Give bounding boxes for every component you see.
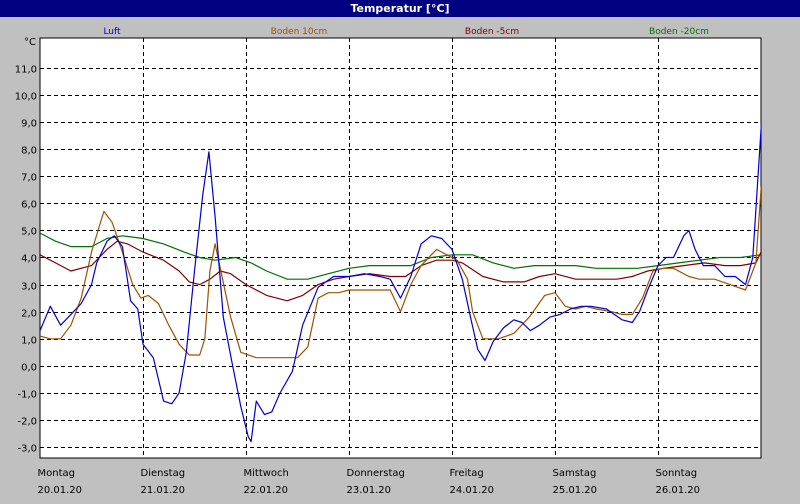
x-date-label: 20.01.20	[38, 485, 83, 496]
y-tick-label: -2,0	[17, 417, 37, 428]
legend-entry: Boden -5cm	[465, 27, 519, 37]
y-tick-label: 11,0	[15, 65, 37, 76]
chart-title-bar: Temperatur [°C]	[0, 0, 800, 17]
series-line	[40, 120, 761, 443]
y-tick-label: 8,0	[21, 146, 37, 157]
y-tick-label: 4,0	[21, 254, 37, 265]
y-tick-label: 5,0	[21, 227, 37, 238]
x-day-label: Montag	[38, 468, 75, 479]
x-date-label: 26.01.20	[656, 485, 701, 496]
x-date-label: 21.01.20	[141, 485, 186, 496]
x-day-label: Donnerstag	[347, 468, 405, 479]
x-date-label: 22.01.20	[244, 485, 289, 496]
x-date-label: 25.01.20	[553, 485, 598, 496]
legend-entry: Boden 10cm	[271, 27, 328, 37]
x-day-label: Sonntag	[656, 468, 698, 479]
series-line	[40, 240, 761, 302]
chart-title: Temperatur [°C]	[350, 2, 450, 15]
y-tick-label: -1,0	[17, 390, 37, 401]
temperature-chart: -3,0 -2,0 -1,0 0,0 1,0 2,0 3,0 4,0 5,0 6,0 7,0 8,0 9…	[15, 27, 762, 496]
y-tick-label: 9,0	[21, 119, 37, 130]
y-tick-label: 7,0	[21, 173, 37, 184]
x-day-label: Dienstag	[141, 468, 186, 479]
y-tick-label: 3,0	[21, 282, 37, 293]
x-day-label: Freitag	[450, 468, 484, 479]
y-tick-label: 10,0	[15, 92, 37, 103]
series-line	[40, 232, 761, 280]
y-tick-label: 2,0	[21, 309, 37, 320]
y-tick-label: 0,0	[21, 363, 37, 374]
x-date-label: 23.01.20	[347, 485, 392, 496]
series-line	[40, 184, 761, 359]
y-tick-label: -3,0	[17, 444, 37, 455]
plot-area	[39, 37, 762, 459]
y-unit-label: °C	[24, 37, 36, 48]
x-date-label: 24.01.20	[450, 485, 495, 496]
y-tick-label: 1,0	[21, 336, 37, 347]
y-tick-label: 6,0	[21, 200, 37, 211]
legend-entry: Boden -20cm	[649, 27, 709, 37]
legend-entry: Luft	[103, 27, 121, 37]
x-day-label: Mittwoch	[244, 468, 289, 479]
chart-container: -3,0 -2,0 -1,0 0,0 1,0 2,0 3,0 4,0 5,0 6,0 7,0 8,0 9…	[0, 17, 800, 500]
x-day-label: Samstag	[553, 468, 597, 479]
